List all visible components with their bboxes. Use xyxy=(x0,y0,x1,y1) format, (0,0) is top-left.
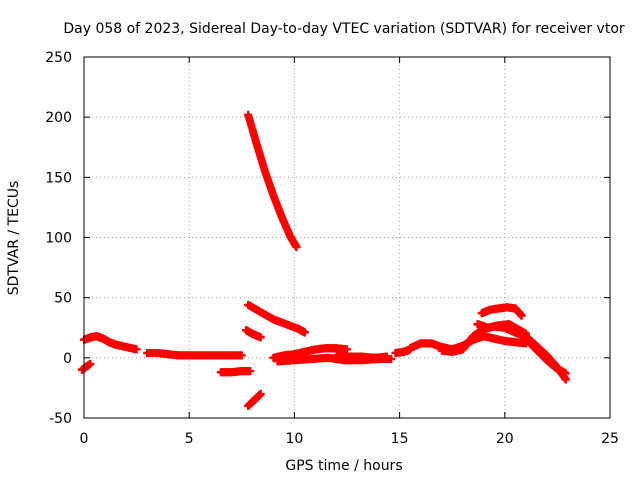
x-tick-label: 15 xyxy=(391,431,409,447)
series-pass-p xyxy=(473,320,530,338)
y-tick-label: 150 xyxy=(45,170,72,186)
series-pass-n xyxy=(437,322,570,384)
series-pass-c xyxy=(143,349,246,360)
data-point xyxy=(387,355,396,364)
y-tick-label: -50 xyxy=(49,411,72,427)
chart-title: Day 058 of 2023, Sidereal Day-to-day VTE… xyxy=(63,21,625,37)
data-point xyxy=(237,351,246,360)
x-tick-label: 20 xyxy=(496,431,514,447)
series-pass-m xyxy=(406,332,530,354)
series-pass-a xyxy=(77,359,95,374)
data-point xyxy=(521,329,530,338)
series-pass-g xyxy=(242,326,265,342)
data-point xyxy=(86,359,95,368)
y-tick-label: 200 xyxy=(45,110,72,126)
x-axis-label: GPS time / hours xyxy=(285,458,402,474)
x-tick-label: 0 xyxy=(80,431,89,447)
data-point xyxy=(300,328,309,337)
series-pass-b xyxy=(80,332,141,354)
series-pass-h xyxy=(244,389,265,410)
data-point xyxy=(382,352,391,361)
series-pass-o xyxy=(477,303,526,320)
series-pass-i xyxy=(269,344,351,362)
data-point xyxy=(292,243,301,252)
y-tick-label: 100 xyxy=(45,231,72,247)
series-pass-q xyxy=(526,339,570,378)
data-point xyxy=(517,311,526,320)
x-tick-label: 5 xyxy=(185,431,194,447)
series-pass-f xyxy=(244,300,309,337)
data-point xyxy=(561,369,570,378)
x-tick-label: 10 xyxy=(285,431,303,447)
y-tick-label: 50 xyxy=(54,291,72,307)
data-point xyxy=(256,333,265,342)
y-tick-label: 0 xyxy=(63,351,72,367)
series-pass-k xyxy=(332,351,391,362)
data-point xyxy=(246,367,255,376)
x-tick-label: 25 xyxy=(601,431,619,447)
data-point xyxy=(256,389,265,398)
data-points xyxy=(77,110,570,410)
data-point xyxy=(343,345,351,354)
y-axis-label: SDTVAR / TECUs xyxy=(6,181,22,296)
data-point xyxy=(132,345,141,354)
axis-ticks: 0 5 10 15 20 25 -50 0 50 100 150 200 250 xyxy=(45,50,619,447)
y-tick-label: 250 xyxy=(45,50,72,66)
series-pass-e xyxy=(244,110,301,252)
series-pass-d xyxy=(216,367,255,377)
